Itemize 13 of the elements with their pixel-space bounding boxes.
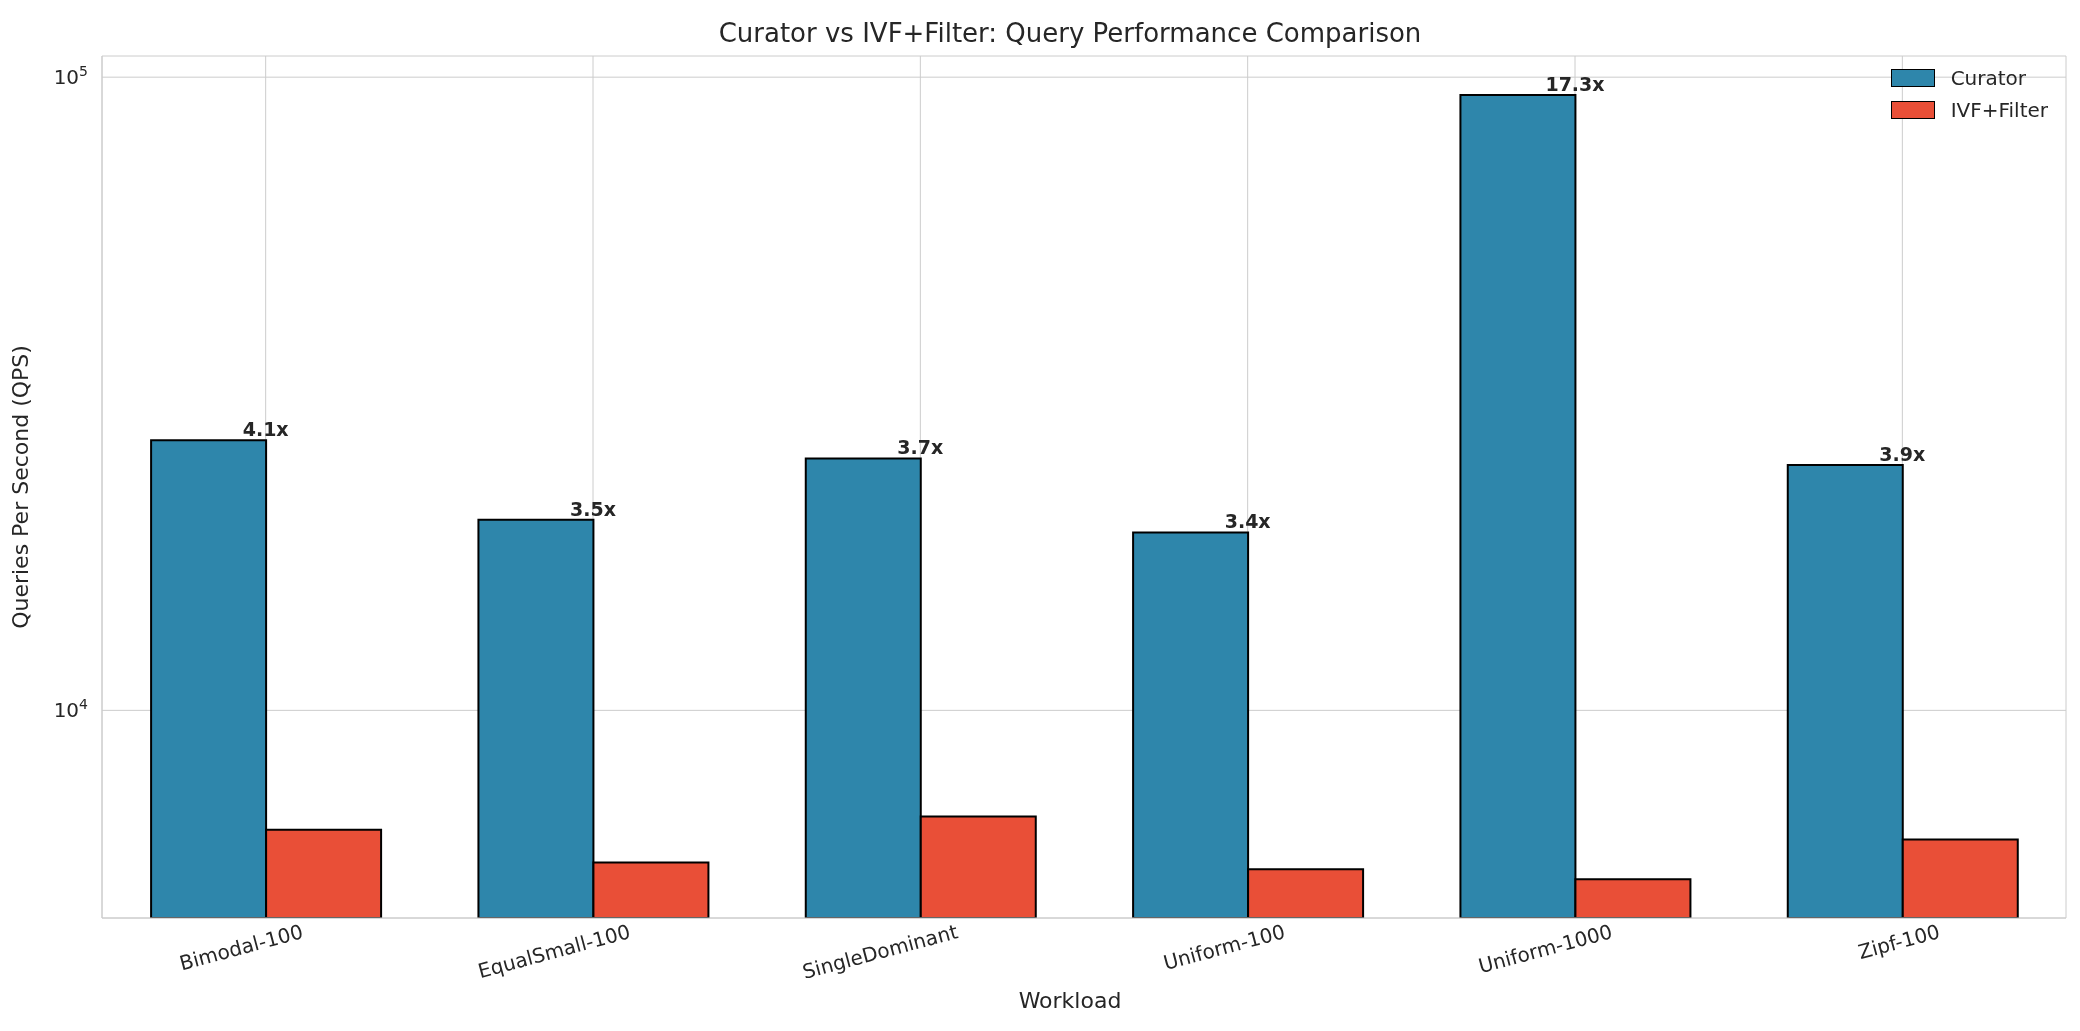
legend-label: IVF+Filter [1950, 98, 2048, 122]
y-axis-title: Queries Per Second (QPS) [7, 345, 33, 629]
chart-title: Curator vs IVF+Filter: Query Performance Comparison [717, 18, 1423, 48]
y-tick-label: 10$^{4}$ [53, 696, 89, 723]
y-tick-label: 10$^{5}$ [53, 63, 88, 90]
annotation: 4.1x [242, 418, 289, 441]
x-axis-title: Workload [1017, 988, 1123, 1013]
legend-label: Curator [1950, 66, 2027, 90]
annotation: 3.7x [897, 436, 944, 459]
annotation: 17.3x [1545, 73, 1605, 96]
annotation: 3.4x [1224, 510, 1271, 533]
annotation: 3.9x [1879, 443, 1926, 466]
annotation: 3.5x [570, 497, 616, 520]
